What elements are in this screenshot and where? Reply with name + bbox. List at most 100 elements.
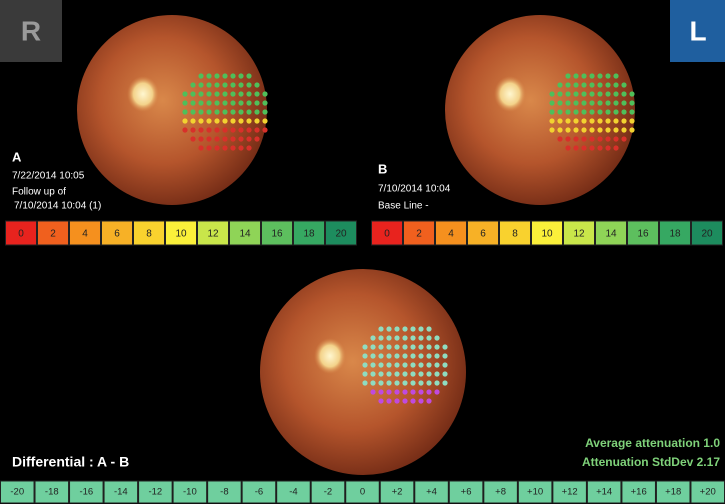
exam-note: Follow up of [12,187,66,198]
stimulus-dot [629,109,635,115]
stimulus-dot [394,389,400,395]
stimulus-dot [222,91,228,97]
stimulus-dot [190,100,196,106]
stimulus-dot [246,118,252,124]
stimulus-dot [573,109,579,115]
scale-cell [241,480,277,504]
scale-cell [69,480,104,504]
stimulus-dot [573,136,579,142]
stimulus-dot [589,136,595,142]
scale-cell [103,480,139,504]
stat-line: Attenuation StdDev 2.17 [582,455,720,469]
stimulus-dot [386,362,392,368]
stimulus-dot [557,82,563,88]
exam-reference: 7/10/2014 10:04 (1) [14,201,101,212]
stimulus-dot [198,73,204,79]
stimulus-dot [198,118,204,124]
stimulus-dot [434,362,440,368]
stimulus-dot [214,145,220,151]
stimulus-dot [246,136,252,142]
stimulus-dot [190,127,196,133]
scale-cell [379,480,415,504]
stimulus-dot [386,344,392,350]
stimulus-dot [442,380,448,386]
stimulus-dot [206,73,212,79]
stimulus-dot [434,353,440,359]
stimulus-dot [230,109,236,115]
stimulus-dot [573,100,579,106]
stimulus-dot [198,127,204,133]
stimulus-dot [613,82,619,88]
stimulus-dot [589,100,595,106]
stimulus-dot [254,127,260,133]
stimulus-dot [238,118,244,124]
stimulus-dot [589,127,595,133]
fundus-image [445,15,635,205]
stimulus-dot [394,344,400,350]
stimulus-dot [362,344,368,350]
stimulus-dot [198,82,204,88]
stimulus-dot [386,380,392,386]
stimulus-dot [581,73,587,79]
stimulus-dot [605,136,611,142]
stimulus-dot [214,100,220,106]
scale-label: +4 [426,487,437,498]
stimulus-dot [589,73,595,79]
stimulus-dot [434,380,440,386]
scale-label: 0 [18,229,24,240]
stimulus-dot [597,73,603,79]
stimulus-dot [378,326,384,332]
scale-label: 4 [448,229,454,240]
stimulus-dot [198,136,204,142]
scale-label: -10 [183,487,197,498]
stimulus-dot [262,91,268,97]
scale-cell [659,220,691,246]
scale-label: 12 [573,229,585,240]
stimulus-dot [386,353,392,359]
image-label: B [378,161,387,176]
stimulus-dot [386,398,392,404]
stimulus-dot [549,100,555,106]
scale-cell [5,220,37,246]
scale-cell [207,480,242,504]
stimulus-dot [410,326,416,332]
scale-label: 2 [50,229,56,240]
stimulus-dot [222,100,228,106]
stimulus-dot [362,371,368,377]
stimulus-dot [402,335,408,341]
stimulus-dot [418,380,424,386]
stimulus-dot [589,109,595,115]
eye-badge [670,0,725,62]
stimulus-dot [370,380,376,386]
scale-label: 20 [701,229,713,240]
scale-label: -8 [220,487,228,498]
scale-label: 18 [669,229,681,240]
stimulus-dot [434,344,440,350]
differential-title: Differential : A - B [12,454,129,470]
stimulus-dot [246,109,252,115]
stimulus-dot [557,100,563,106]
stimulus-dot [549,127,555,133]
stimulus-dot [262,118,268,124]
stimulus-dot [378,380,384,386]
stimulus-dot [378,389,384,395]
scale-cell [448,480,484,504]
stimulus-dot [230,91,236,97]
stimulus-dot [206,100,212,106]
stimulus-dot [190,91,196,97]
stimulus-dot [581,118,587,124]
stimulus-dot [589,118,595,124]
scale-label: -16 [79,487,93,498]
stimulus-dot [573,118,579,124]
scale-label: +16 [631,487,647,498]
scale-cell [517,480,553,504]
stimulus-dot [206,136,212,142]
stimulus-dot [581,127,587,133]
stimulus-dot [254,118,260,124]
stimulus-dot [230,82,236,88]
scale-label: 14 [239,229,251,240]
stimulus-dot [565,109,571,115]
scale-cell [276,480,311,504]
scale-cell [69,220,101,246]
stimulus-dot [222,109,228,115]
